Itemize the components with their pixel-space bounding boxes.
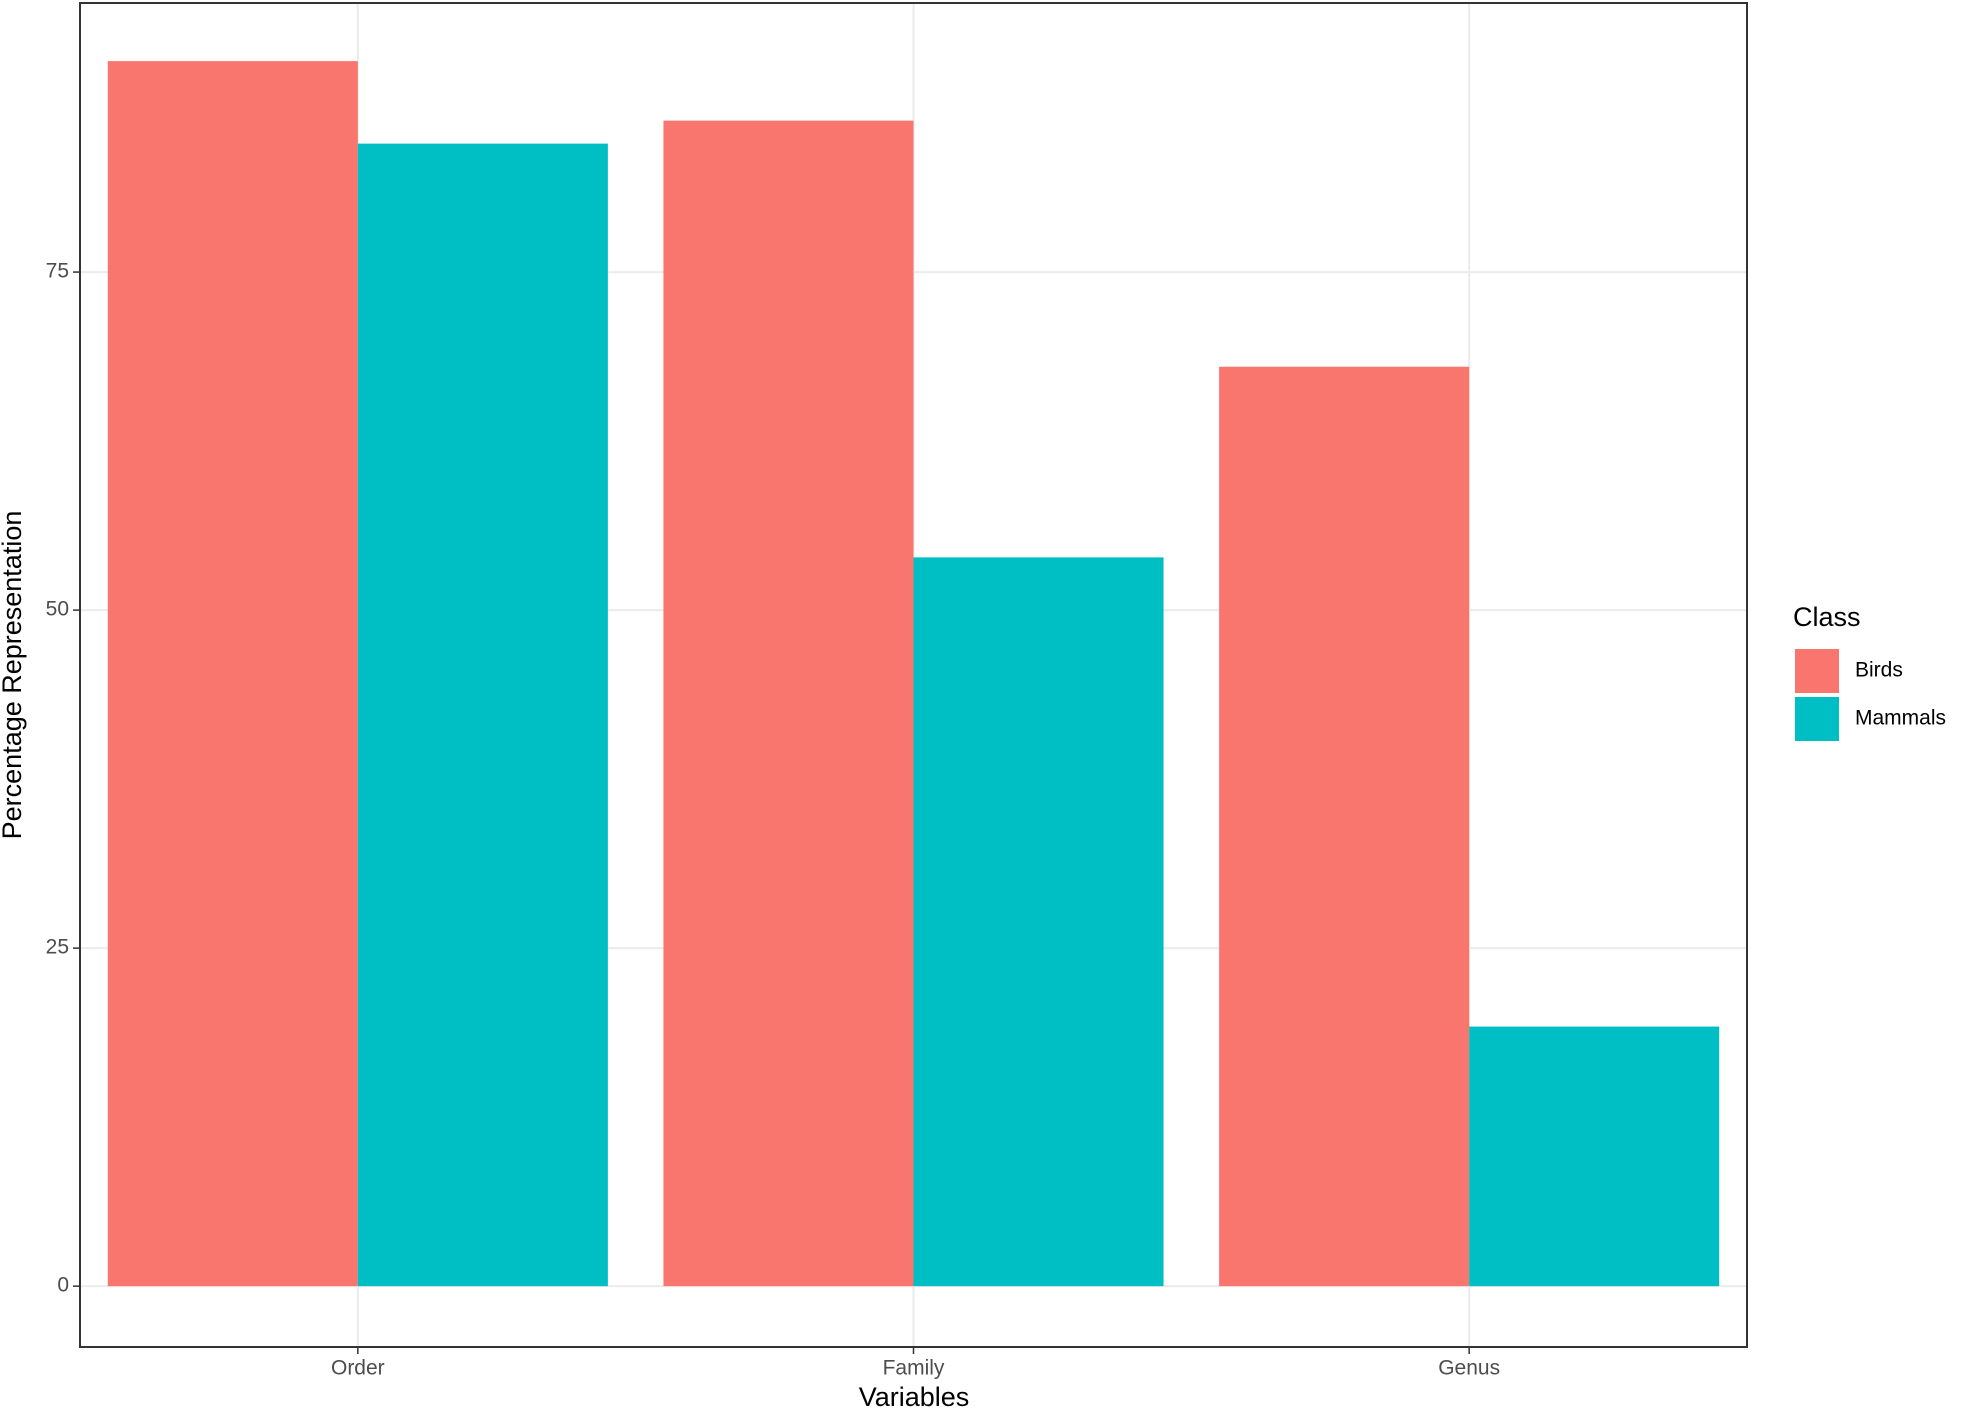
legend-label: Birds <box>1855 659 1903 682</box>
y-tick-label: 50 <box>46 598 69 621</box>
y-tick-label: 0 <box>57 1274 69 1297</box>
x-tick-label: Order <box>331 1357 385 1380</box>
y-tick-label: 25 <box>46 936 69 959</box>
x-tick-label: Family <box>883 1357 945 1380</box>
panel-border <box>79 2 1748 1348</box>
bar <box>663 120 914 1287</box>
legend-key <box>1795 649 1839 693</box>
y-tick-label: 75 <box>46 260 69 283</box>
x-axis-title: Variables <box>859 1382 970 1411</box>
bar <box>913 557 1164 1287</box>
bar <box>107 61 358 1287</box>
x-tick-label: Genus <box>1438 1357 1500 1380</box>
legend-key <box>1795 697 1839 741</box>
bar <box>357 143 608 1287</box>
bar <box>1219 366 1470 1287</box>
legend-title: Class <box>1793 602 1861 632</box>
legend-label: Mammals <box>1855 707 1946 730</box>
bar <box>1469 1026 1720 1287</box>
y-axis-title: Percentage Representation <box>0 511 27 840</box>
